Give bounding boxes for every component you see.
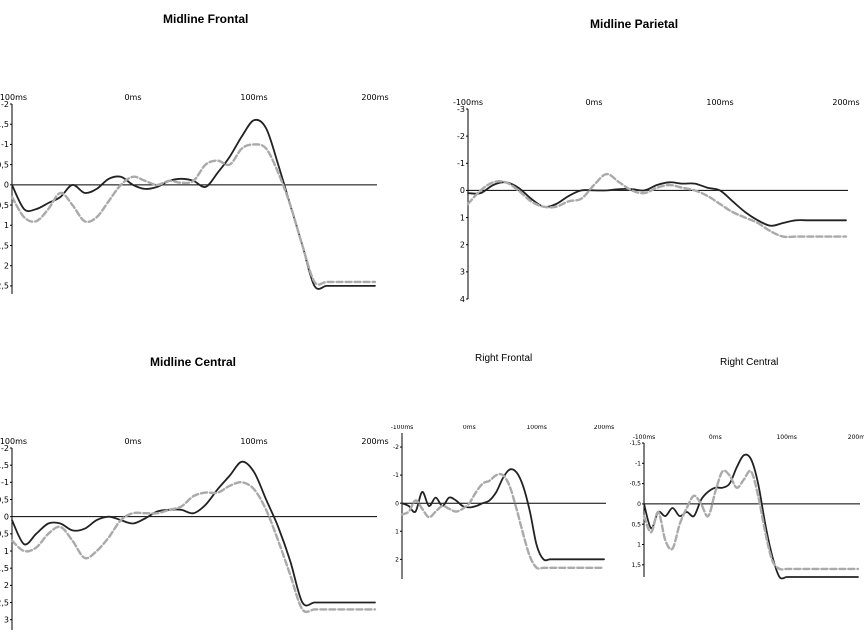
x-tick-label: 0ms — [124, 437, 141, 446]
y-tick-label: 0 — [395, 500, 399, 507]
y-tick-label: 1 — [395, 528, 399, 535]
y-tick-label: 2 — [4, 581, 9, 590]
y-tick-label: 0,5 — [0, 530, 9, 539]
series-line-dashed — [10, 481, 377, 614]
series-line-solid — [467, 181, 847, 227]
x-tick-label: 0ms — [463, 425, 476, 431]
x-tick-label: 0ms — [585, 98, 602, 107]
x-tick-label: -100ms — [453, 98, 483, 107]
y-tick-label: 2 — [460, 241, 465, 250]
series-line-dashed — [642, 469, 860, 571]
series-line-solid — [401, 468, 605, 562]
y-tick-label: 0 — [4, 512, 9, 521]
y-tick-label: 1,5 — [631, 562, 641, 569]
y-tick-label: 2 — [395, 556, 399, 563]
y-tick-label: 0 — [4, 181, 9, 190]
y-tick-label: -3 — [457, 105, 465, 114]
y-tick-label: 1 — [460, 213, 465, 222]
chart-right-central: -1,5 -1 -0,5 0 0,5 1 1,5 -100ms 0ms 100ms 200ms — [630, 434, 864, 580]
y-tick-label: -0,5 — [630, 481, 641, 488]
x-tick-label: -100ms — [0, 93, 27, 102]
chart-midline-frontal: -2 -1,5 -1 -0,5 0 0,5 1 1,5 2 2,5 -100ms 0ms 100ms 20… — [0, 93, 389, 294]
x-tick-label: 100ms — [706, 98, 733, 107]
x-tick-label: -100ms — [391, 425, 414, 431]
chart-title-midline-central: Midline Central — [150, 355, 237, 369]
y-tick-label: -1,5 — [0, 461, 9, 470]
y-tick-label: -1 — [457, 159, 465, 168]
x-tick-label: 100ms — [240, 93, 267, 102]
y-tick-label: 2 — [4, 262, 9, 271]
y-tick-label: -1,5 — [0, 120, 9, 129]
y-tick-label: 1 — [4, 221, 9, 230]
y-tick-label: 2,5 — [0, 282, 9, 291]
series-line-dashed — [10, 143, 377, 286]
y-tick-label: 0,5 — [631, 521, 641, 528]
y-tick-label: 1 — [4, 547, 9, 556]
y-tick-label: 0,5 — [0, 201, 9, 210]
chart-title-midline-frontal: Midline Frontal — [163, 12, 249, 26]
y-tick-label: 0 — [460, 186, 465, 195]
y-tick-label: -2 — [457, 132, 465, 141]
chart-title-right-frontal: Right Frontal — [475, 353, 533, 364]
x-tick-label: -100ms — [633, 434, 656, 441]
series-line-solid — [11, 118, 376, 290]
series-line-dashed — [466, 172, 848, 239]
y-tick-label: 3 — [4, 615, 9, 624]
x-tick-label: 200ms — [832, 98, 859, 107]
x-tick-label: 200ms — [594, 425, 614, 431]
chart-midline-parietal: -3 -2 -1 0 1 2 3 4 -100ms 0ms 100ms 200ms — [453, 98, 860, 304]
y-tick-label: 0 — [637, 501, 641, 508]
y-tick-label: 1,5 — [0, 241, 9, 250]
x-tick-label: 200ms — [848, 434, 864, 441]
chart-title-midline-parietal: Midline Parietal — [590, 17, 679, 31]
x-tick-label: 100ms — [526, 425, 546, 431]
series-line-solid — [11, 460, 376, 607]
y-tick-label: 2,5 — [0, 598, 9, 607]
y-tick-label: -0,5 — [0, 495, 9, 504]
y-tick-label: -1 — [1, 140, 9, 149]
y-tick-label: 3 — [460, 268, 465, 277]
y-tick-label: -1,5 — [630, 440, 641, 447]
y-tick-label: -2 — [1, 100, 9, 109]
y-tick-label: 1,5 — [0, 564, 9, 573]
y-tick-label: -2 — [393, 444, 399, 451]
x-tick-label: -100ms — [0, 437, 27, 446]
x-tick-label: 0ms — [709, 434, 722, 441]
series-line-dashed — [400, 472, 606, 570]
y-tick-label: 1 — [637, 542, 641, 549]
y-tick-label: -1 — [635, 460, 641, 467]
series-line-solid — [643, 453, 859, 580]
x-tick-label: 100ms — [240, 437, 267, 446]
x-tick-label: 0ms — [124, 93, 141, 102]
y-tick-label: 4 — [460, 295, 465, 304]
y-tick-label: -2 — [1, 444, 9, 453]
y-tick-label: -0,5 — [0, 160, 9, 169]
y-tick-label: -1 — [393, 472, 399, 479]
x-tick-label: 100ms — [776, 434, 796, 441]
x-tick-label: 200ms — [361, 93, 388, 102]
y-tick-label: -1 — [1, 478, 9, 487]
chart-right-frontal: -2 -1 0 1 2 -100ms 0ms 100ms 200ms — [391, 425, 614, 579]
x-tick-label: 200ms — [361, 437, 388, 446]
chart-title-right-central: Right Central — [720, 357, 779, 368]
chart-midline-central: -2 -1,5 -1 -0,5 0 0,5 1 1,5 2 2,5 3 -100ms 0ms 100ms 2… — [0, 437, 389, 630]
